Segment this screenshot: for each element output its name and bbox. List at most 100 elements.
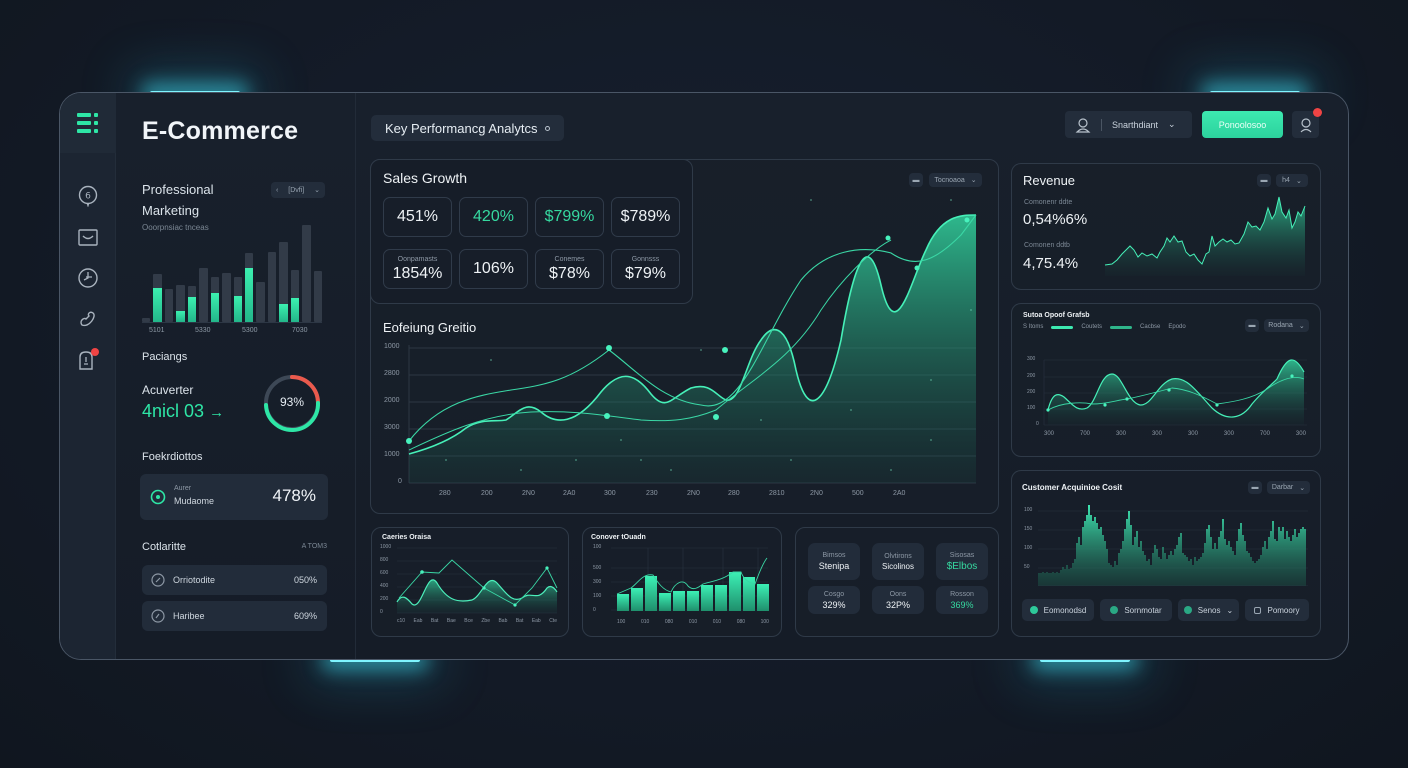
status-filter-dropdown[interactable]: Rodana ⌄ [1264, 319, 1309, 332]
x-tick: 010 [688, 619, 698, 625]
bar [153, 274, 162, 322]
contact-row[interactable]: Orriotodite 050% [142, 565, 327, 595]
rail-item-notifications[interactable] [75, 347, 101, 373]
chart-type-button[interactable]: ▬ [1257, 174, 1271, 187]
stat-value: 369% [950, 599, 974, 610]
page-title-pill[interactable]: Key Performancg Analytcs [371, 115, 565, 141]
chart-type-button[interactable]: ▬ [1248, 481, 1262, 494]
stat-tile[interactable]: Oons 32P% [872, 586, 924, 614]
chevron-down-icon: ⌄ [1298, 322, 1305, 330]
rail-item-chat[interactable]: 6 [75, 183, 101, 209]
sales-filter-dropdown[interactable]: Tocnoaoa ⌄ [929, 173, 982, 187]
cac-action-button[interactable]: Sornmotar [1100, 599, 1172, 621]
contacts-action[interactable]: A TOM3 [301, 543, 327, 550]
y-tick: 2000 [384, 397, 400, 404]
revenue-title: Revenue [1023, 173, 1076, 188]
kpi-tile[interactable]: $799% [535, 197, 604, 237]
legend-swatch [1051, 325, 1074, 329]
kpi-tile[interactable]: 420% [459, 197, 528, 237]
y-tick: 50 [1024, 564, 1030, 570]
progress-donut: 93% [262, 373, 322, 433]
menu-button[interactable] [60, 93, 116, 153]
x-tick: 2810 [769, 490, 785, 497]
bar [142, 318, 151, 322]
x-tick: 200 [481, 490, 493, 497]
stat-tile[interactable]: Rosson 369% [936, 586, 988, 614]
kpi-tile[interactable]: Oonpamasts 1854% [383, 249, 452, 289]
y-tick: 300 [1027, 356, 1036, 362]
rail-item-inbox[interactable] [75, 224, 101, 250]
kpi-tile[interactable]: 106% [459, 249, 528, 289]
y-tick: 1000 [380, 544, 392, 550]
x-tick: 080 [664, 619, 674, 625]
kpi-tile[interactable]: $789% [611, 197, 680, 237]
revenue-sparkline [1104, 196, 1306, 276]
chart-icon: ▬ [1251, 484, 1259, 491]
status-growth-chart [1043, 359, 1307, 426]
bar [290, 270, 300, 322]
stat-tile[interactable]: Cosgo 329% [808, 586, 860, 614]
kpi-tile[interactable]: Conemes $78% [535, 249, 604, 289]
range-selector[interactable]: ‹ [Dvfi] ⌄ [271, 182, 325, 198]
chevron-down-icon: ⌄ [1295, 177, 1302, 185]
marketing-bar-chart [142, 225, 322, 323]
kpi-value: 106% [473, 260, 514, 277]
stat-caption: Sisosas [949, 551, 975, 559]
support-button[interactable] [1292, 108, 1322, 138]
revenue-filter-dropdown[interactable]: h4 ⌄ [1276, 174, 1308, 187]
kpi-tile[interactable]: 451% [383, 197, 452, 237]
stat-tile[interactable]: Olvtirons Sicolinos [872, 543, 924, 580]
clock-icon [78, 268, 98, 288]
x-tick: 300 [1151, 431, 1162, 437]
legend: S Itoms Coutets Cacbse Epodo [1023, 324, 1186, 330]
user-menu[interactable]: Snarthdiant ⌄ [1065, 111, 1192, 138]
x-tick: Bat [515, 618, 524, 624]
support-agent-icon [1300, 117, 1311, 132]
feature-card[interactable]: Aurer Mudaome 478% [140, 474, 328, 520]
y-tick: 100 [1024, 507, 1033, 513]
y-tick: 2800 [384, 370, 400, 377]
glow-bottom-right [1040, 658, 1130, 662]
stat-caption: Bimsos [822, 552, 846, 559]
stat-tile[interactable]: Sisosas $Elbos [936, 543, 988, 580]
app-title: E-Commerce [142, 117, 299, 145]
chart-type-button[interactable]: ▬ [1245, 319, 1259, 332]
x-tick: Zbe [481, 618, 490, 624]
cac-panel: Customer Acquinioe Cosit ▬ Darbar ⌄ 100 1… [1011, 470, 1321, 637]
stat-value: 32P% [885, 599, 911, 610]
cac-action-button[interactable]: Pomoory [1245, 599, 1309, 621]
advertiser-value-link[interactable]: 4nicl 03 → [142, 401, 224, 422]
y-tick: 0 [398, 478, 402, 485]
rail-item-phone[interactable] [75, 306, 101, 332]
x-axis: 300 700 300 300 300 300 700 300 [1044, 431, 1306, 437]
primary-action-button[interactable]: Ponoolosoo [1202, 111, 1283, 138]
packages-label: Paciangs [142, 351, 188, 363]
bar [233, 277, 242, 322]
contact-row[interactable]: Haribee 609% [142, 601, 327, 631]
cac-action-button[interactable]: Senos ⌄ [1178, 599, 1239, 621]
info-dot-icon [545, 125, 551, 131]
kpi-caption: Oonpamasts [397, 255, 438, 263]
chart-icon: ▬ [1260, 177, 1268, 184]
y-tick: 3000 [384, 424, 400, 431]
cac-filter-dropdown[interactable]: Darbar ⌄ [1267, 481, 1310, 494]
y-tick: 500 [593, 565, 602, 571]
stat-caption: Rosson [950, 590, 974, 598]
chart-type-button[interactable]: ▬ [909, 173, 923, 187]
rail-item-clock[interactable] [75, 265, 101, 291]
kpi-value: $78% [549, 264, 590, 282]
cac-title: Customer Acquinioe Cosit [1022, 483, 1123, 492]
stat-tile[interactable]: Bimsos Stenipa [808, 543, 860, 580]
kpi-caption: Conemes [554, 255, 585, 263]
y-tick: 600 [380, 570, 389, 576]
bar-tick: 5330 [195, 327, 211, 334]
features-label: Foekrdiottos [142, 451, 203, 463]
x-tick: 280 [728, 490, 740, 497]
kpi-value: $79% [625, 264, 666, 282]
chart-icon: ▬ [1248, 322, 1256, 329]
cac-action-button[interactable]: Eomonodsd [1022, 599, 1094, 621]
revenue-metric2-caption: Comonen ddtb [1024, 242, 1070, 249]
mini-chart-1-title: Caeries Oraisa [382, 534, 432, 541]
kpi-tile[interactable]: Gonnsss $79% [611, 249, 680, 289]
advertiser-label: Acuverter [142, 383, 194, 397]
